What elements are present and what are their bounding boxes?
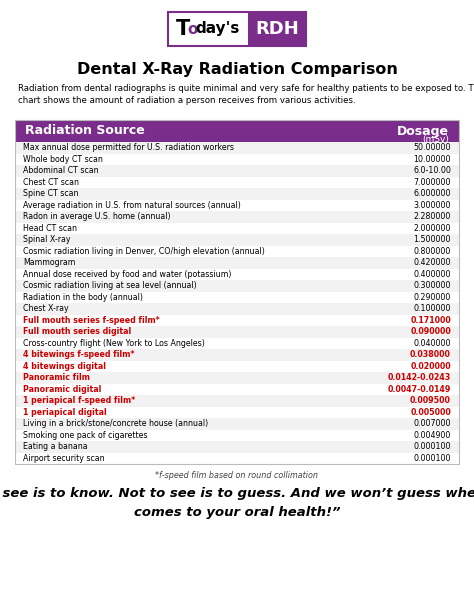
Text: Full mouth series f-speed film*: Full mouth series f-speed film*: [23, 316, 160, 325]
FancyBboxPatch shape: [15, 188, 459, 199]
Text: Cosmic radiation living at sea level (annual): Cosmic radiation living at sea level (an…: [23, 281, 197, 290]
Text: 0.0142-0.0243: 0.0142-0.0243: [388, 373, 451, 383]
Text: RDH: RDH: [255, 20, 299, 38]
Text: 0.100000: 0.100000: [413, 304, 451, 313]
Text: Radon in average U.S. home (annual): Radon in average U.S. home (annual): [23, 212, 171, 221]
Text: *f-speed film based on round collimation: *f-speed film based on round collimation: [155, 471, 319, 480]
Text: 1 periapical digital: 1 periapical digital: [23, 408, 107, 417]
FancyBboxPatch shape: [15, 257, 459, 268]
FancyBboxPatch shape: [15, 418, 459, 430]
Text: 2.000000: 2.000000: [413, 224, 451, 233]
Text: “To see is to know. Not to see is to guess. And we won’t guess when it
comes to : “To see is to know. Not to see is to gue…: [0, 487, 474, 519]
FancyBboxPatch shape: [15, 153, 459, 165]
Text: Annual dose received by food and water (potassium): Annual dose received by food and water (…: [23, 270, 231, 279]
FancyBboxPatch shape: [15, 384, 459, 395]
Text: Full mouth series digital: Full mouth series digital: [23, 327, 131, 337]
Text: 0.171000: 0.171000: [410, 316, 451, 325]
Text: 6.000000: 6.000000: [413, 189, 451, 198]
Text: 0.020000: 0.020000: [410, 362, 451, 371]
Text: Cosmic radiation living in Denver, CO/high elevation (annual): Cosmic radiation living in Denver, CO/hi…: [23, 247, 265, 256]
FancyBboxPatch shape: [15, 142, 459, 153]
Text: o: o: [187, 21, 197, 37]
Text: Smoking one pack of cigarettes: Smoking one pack of cigarettes: [23, 431, 147, 440]
Text: 10.00000: 10.00000: [413, 154, 451, 164]
Text: Average radiation in U.S. from natural sources (annual): Average radiation in U.S. from natural s…: [23, 200, 241, 210]
Text: 4 bitewings f-speed film*: 4 bitewings f-speed film*: [23, 350, 135, 359]
FancyBboxPatch shape: [15, 395, 459, 406]
Text: Panoramic digital: Panoramic digital: [23, 385, 101, 394]
Text: Radiation from dental radiographs is quite minimal and very safe for healthy pat: Radiation from dental radiographs is qui…: [18, 84, 474, 105]
FancyBboxPatch shape: [15, 245, 459, 257]
Text: 0.000100: 0.000100: [413, 442, 451, 451]
Text: Head CT scan: Head CT scan: [23, 224, 77, 233]
FancyBboxPatch shape: [15, 211, 459, 223]
Text: (mSv): (mSv): [422, 135, 449, 144]
Text: 6.0-10.00: 6.0-10.00: [413, 166, 451, 175]
FancyBboxPatch shape: [15, 223, 459, 234]
Text: Radiation in the body (annual): Radiation in the body (annual): [23, 293, 143, 302]
Text: 0.090000: 0.090000: [410, 327, 451, 337]
Text: Living in a brick/stone/concrete house (annual): Living in a brick/stone/concrete house (…: [23, 419, 208, 428]
Text: day's: day's: [195, 21, 239, 37]
FancyBboxPatch shape: [15, 360, 459, 372]
FancyBboxPatch shape: [248, 12, 306, 46]
FancyBboxPatch shape: [15, 326, 459, 338]
Text: 50.00000: 50.00000: [413, 143, 451, 152]
Text: Eating a banana: Eating a banana: [23, 442, 88, 451]
FancyBboxPatch shape: [15, 406, 459, 418]
FancyBboxPatch shape: [15, 430, 459, 441]
Text: 0.400000: 0.400000: [413, 270, 451, 279]
Text: 0.300000: 0.300000: [413, 281, 451, 290]
FancyBboxPatch shape: [15, 303, 459, 314]
Text: 0.420000: 0.420000: [413, 258, 451, 267]
Text: Whole body CT scan: Whole body CT scan: [23, 154, 103, 164]
FancyBboxPatch shape: [15, 314, 459, 326]
Text: 0.038000: 0.038000: [410, 350, 451, 359]
Text: 0.800000: 0.800000: [414, 247, 451, 256]
Text: 0.007000: 0.007000: [413, 419, 451, 428]
Text: 4 bitewings digital: 4 bitewings digital: [23, 362, 106, 371]
Text: 1.500000: 1.500000: [413, 235, 451, 244]
Text: Cross-country flight (New York to Los Angeles): Cross-country flight (New York to Los An…: [23, 339, 205, 348]
Text: 7.000000: 7.000000: [413, 178, 451, 187]
Text: Mammogram: Mammogram: [23, 258, 75, 267]
Text: Max annual dose permitted for U.S. radiation workers: Max annual dose permitted for U.S. radia…: [23, 143, 234, 152]
Text: 0.290000: 0.290000: [414, 293, 451, 302]
Text: 0.005000: 0.005000: [410, 408, 451, 417]
FancyBboxPatch shape: [168, 12, 306, 46]
FancyBboxPatch shape: [15, 338, 459, 349]
Text: Abdominal CT scan: Abdominal CT scan: [23, 166, 99, 175]
FancyBboxPatch shape: [15, 165, 459, 177]
FancyBboxPatch shape: [15, 372, 459, 384]
Text: Chest X-ray: Chest X-ray: [23, 304, 69, 313]
FancyBboxPatch shape: [15, 280, 459, 292]
Text: 0.004900: 0.004900: [414, 431, 451, 440]
Text: 0.0047-0.0149: 0.0047-0.0149: [388, 385, 451, 394]
Text: Chest CT scan: Chest CT scan: [23, 178, 79, 187]
Text: T: T: [176, 19, 190, 39]
FancyBboxPatch shape: [15, 120, 459, 142]
Text: 0.040000: 0.040000: [413, 339, 451, 348]
Text: 1 periapical f-speed film*: 1 periapical f-speed film*: [23, 396, 135, 405]
Text: Spinal X-ray: Spinal X-ray: [23, 235, 71, 244]
Text: Spine CT scan: Spine CT scan: [23, 189, 79, 198]
Text: Dosage: Dosage: [397, 125, 449, 138]
FancyBboxPatch shape: [15, 441, 459, 452]
Text: Airport security scan: Airport security scan: [23, 454, 105, 463]
Text: Dental X-Ray Radiation Comparison: Dental X-Ray Radiation Comparison: [77, 62, 397, 77]
FancyBboxPatch shape: [15, 234, 459, 245]
FancyBboxPatch shape: [15, 349, 459, 360]
Text: Panoramic film: Panoramic film: [23, 373, 90, 383]
FancyBboxPatch shape: [15, 199, 459, 211]
FancyBboxPatch shape: [15, 292, 459, 303]
FancyBboxPatch shape: [15, 268, 459, 280]
Text: 0.000100: 0.000100: [413, 454, 451, 463]
Text: 3.000000: 3.000000: [413, 200, 451, 210]
FancyBboxPatch shape: [15, 452, 459, 464]
Text: Radiation Source: Radiation Source: [25, 124, 145, 137]
Text: 0.009500: 0.009500: [410, 396, 451, 405]
Text: 2.280000: 2.280000: [414, 212, 451, 221]
FancyBboxPatch shape: [15, 177, 459, 188]
